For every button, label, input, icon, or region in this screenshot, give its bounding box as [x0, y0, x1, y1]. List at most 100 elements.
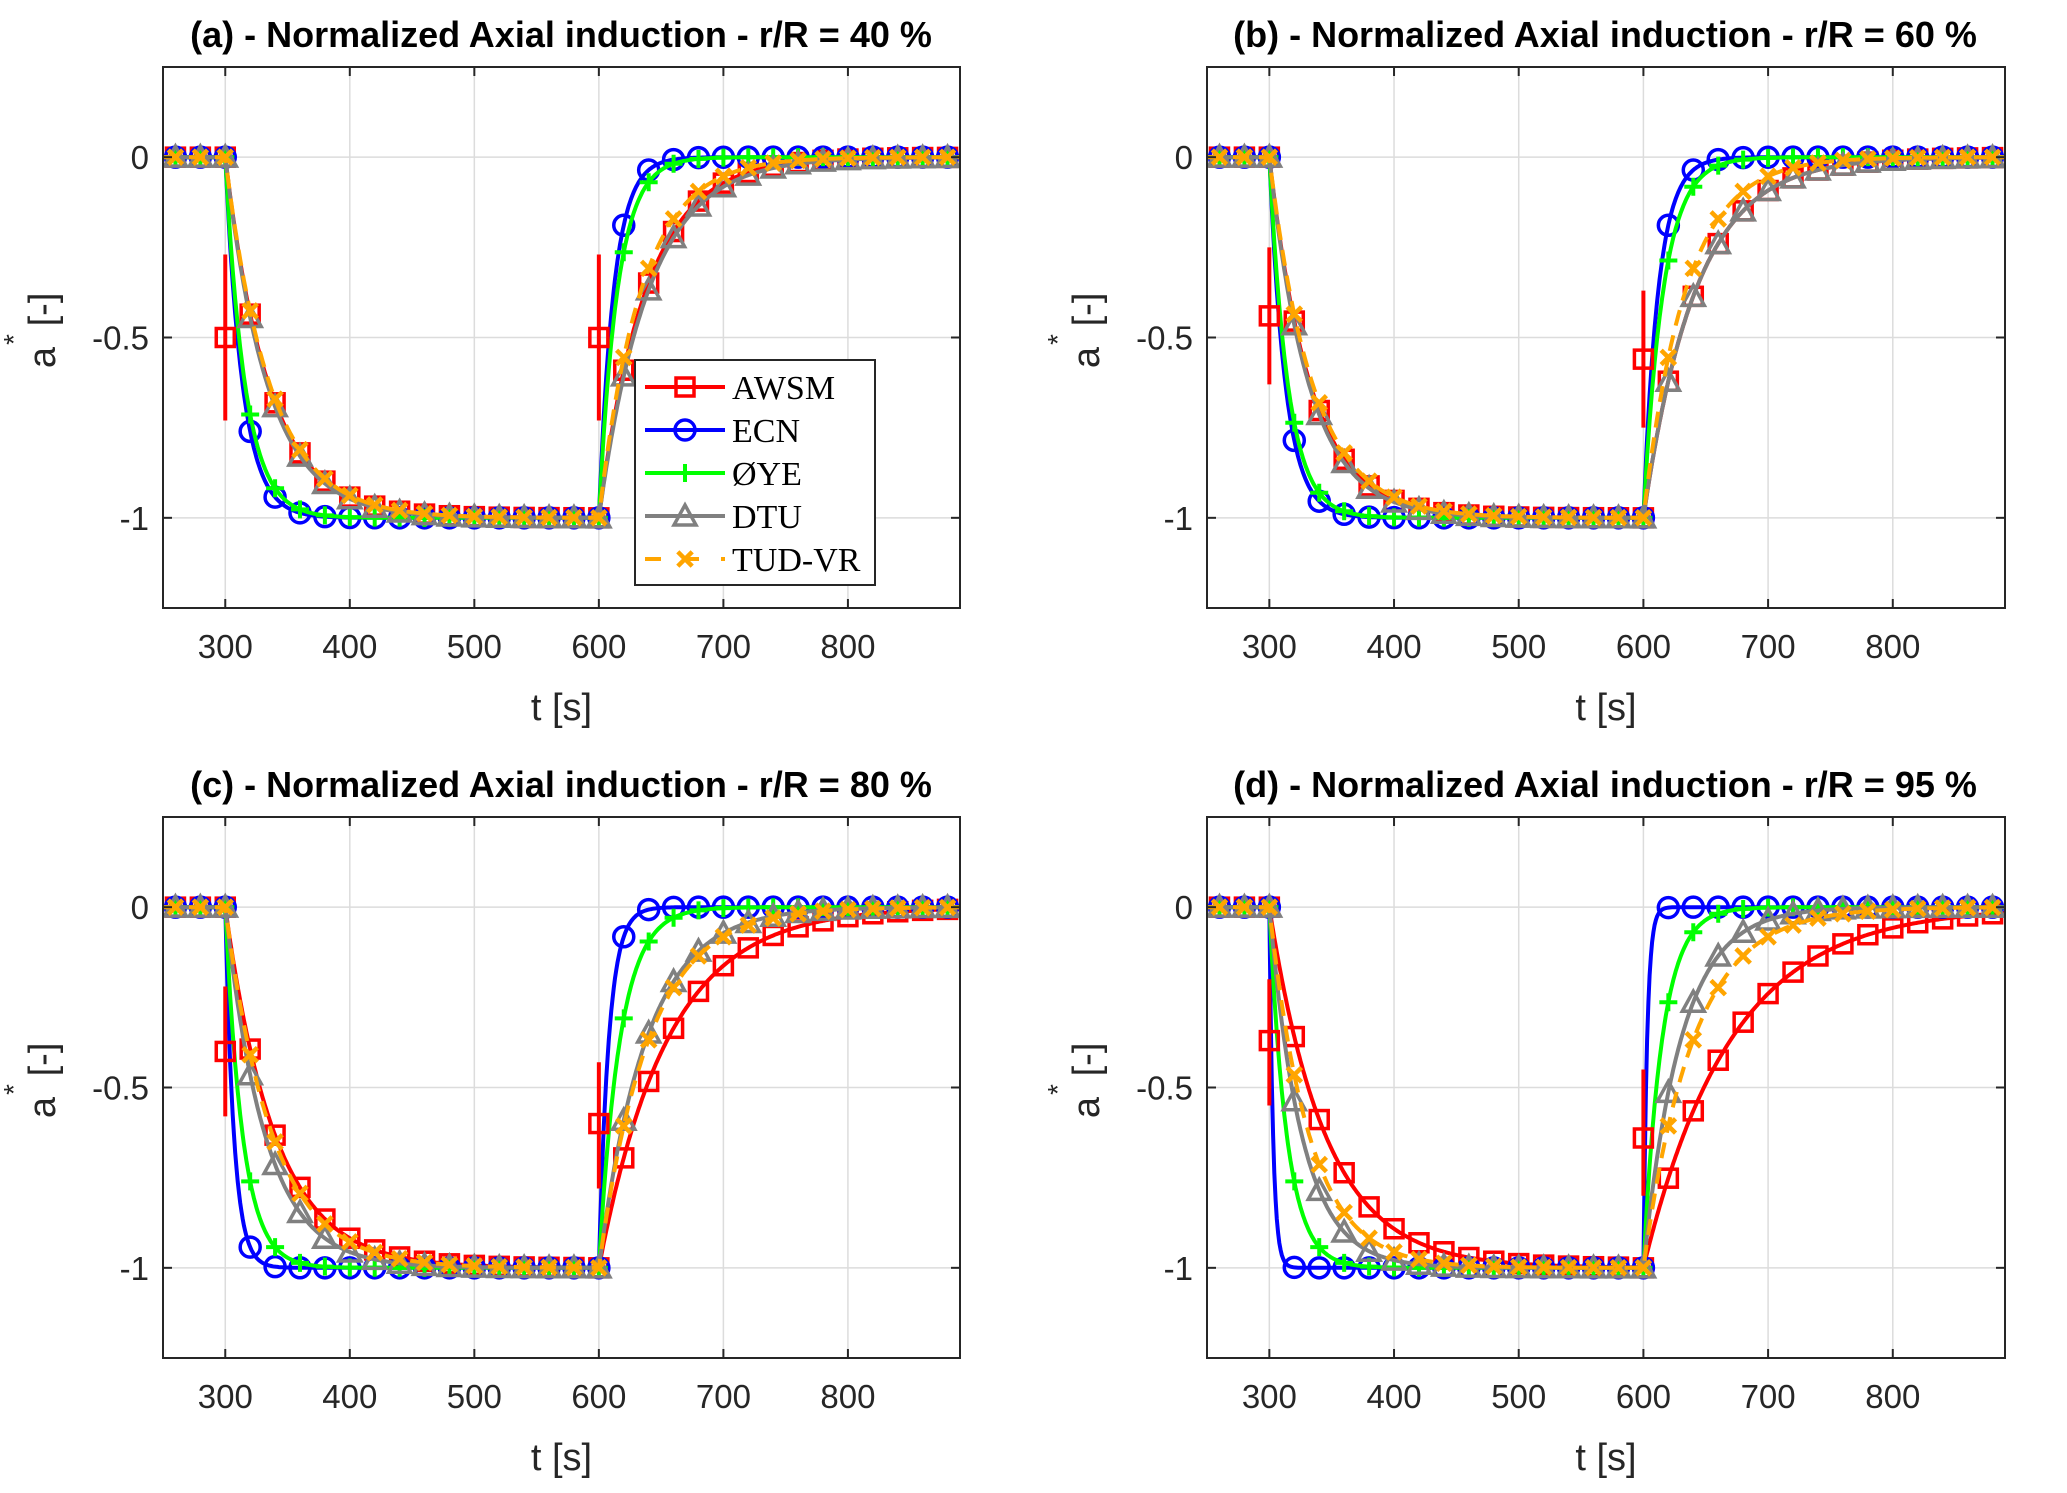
data-point [266, 1238, 285, 1257]
data-point [814, 150, 832, 168]
data-point [1460, 505, 1478, 523]
y-label-superscript: * [1042, 334, 1073, 345]
data-point [1908, 148, 1927, 167]
data-point [639, 932, 658, 951]
data-point [714, 927, 733, 946]
data-point [1883, 149, 1902, 167]
data-point [1983, 898, 2002, 917]
data-point [1729, 196, 1758, 222]
y-tick-label: -1 [120, 500, 149, 537]
data-point [1305, 1175, 1334, 1202]
data-point [888, 899, 907, 917]
data-point [341, 486, 359, 505]
data-point [1659, 993, 1678, 1012]
data-point [590, 1259, 608, 1277]
data-point [266, 390, 284, 408]
data-point [1310, 483, 1329, 502]
data-point [1853, 147, 1882, 173]
data-point [241, 1172, 260, 1191]
y-label-main: a [1066, 1096, 1108, 1118]
data-point [1759, 927, 1777, 946]
data-point [1584, 1258, 1603, 1277]
data-point [1632, 1127, 1655, 1149]
data-point [789, 904, 807, 923]
data-point [310, 1223, 339, 1249]
data-point [1958, 898, 1977, 917]
data-point [1383, 1217, 1405, 1240]
data-point [1509, 507, 1528, 526]
data-point [1632, 348, 1655, 370]
data-point [689, 901, 708, 920]
x-tick-label: 800 [820, 1378, 875, 1415]
data-point [1584, 508, 1603, 527]
data-point [263, 1254, 287, 1279]
data-point [238, 1235, 262, 1259]
y-axis-label: a* [-] [1042, 293, 1108, 368]
x-tick-label: 300 [1242, 1378, 1297, 1415]
data-point [214, 1040, 237, 1063]
data-point [1834, 151, 1852, 170]
data-point [1983, 148, 2002, 167]
data-point [689, 182, 708, 201]
data-point [1308, 1108, 1330, 1131]
y-label-superscript: * [0, 1084, 29, 1095]
legend-marker [673, 418, 697, 442]
x-tick-label: 400 [1367, 628, 1422, 665]
series-group [163, 142, 960, 530]
series-group [1207, 142, 2005, 530]
data-point [1732, 1011, 1754, 1033]
data-point [1704, 941, 1733, 967]
data-point [191, 148, 210, 166]
data-point [465, 507, 484, 526]
x-axis-label: t [s] [1575, 687, 1636, 729]
data-point [236, 1060, 265, 1086]
data-point [1654, 1077, 1683, 1104]
y-label-superscript: * [0, 334, 29, 345]
x-tick-label: 700 [1741, 628, 1796, 665]
data-point [1684, 1031, 1703, 1049]
data-point [737, 937, 760, 959]
data-point [1235, 898, 1254, 916]
y-tick-label: -0.5 [1136, 1070, 1193, 1107]
data-point [739, 158, 758, 177]
data-point [1734, 150, 1753, 169]
legend-marker [676, 550, 694, 568]
y-tick-label: 0 [131, 139, 149, 176]
x-tick-label: 400 [1367, 1378, 1422, 1415]
x-axis-label: t [s] [531, 687, 592, 729]
data-point [662, 1017, 685, 1040]
y-tick-label: -0.5 [92, 320, 149, 357]
data-point [1285, 413, 1304, 432]
subplot-d: (d) - Normalized Axial induction - r/R =… [1042, 764, 2006, 1479]
x-tick-label: 400 [322, 628, 377, 665]
data-point [1335, 1203, 1353, 1222]
data-point [1681, 895, 1706, 919]
x-tick-label: 500 [447, 628, 502, 665]
data-point [1385, 1243, 1403, 1261]
data-point [1709, 904, 1728, 923]
data-point [639, 173, 658, 192]
data-point [166, 898, 185, 916]
legend-label: TUD-VR [732, 542, 861, 579]
data-point [216, 898, 235, 916]
data-point [689, 149, 708, 168]
x-tick-label: 500 [447, 1378, 502, 1415]
x-tick-label: 700 [696, 628, 751, 665]
data-point [1330, 1217, 1359, 1243]
data-point [1360, 472, 1378, 490]
data-point [291, 440, 309, 459]
data-point [1734, 899, 1753, 918]
y-label-unit: [-] [1066, 1043, 1108, 1077]
subplot-title: (b) - Normalized Axial induction - r/R =… [1233, 14, 1977, 55]
data-point [1958, 148, 1977, 167]
data-point [864, 148, 882, 167]
data-point [1634, 509, 1653, 527]
legend-marker [674, 376, 696, 398]
series-tud-vr [1207, 898, 2005, 1277]
data-point [1754, 175, 1783, 202]
data-point [664, 154, 683, 173]
y-tick-label: -1 [1164, 500, 1193, 537]
data-point [659, 223, 688, 249]
data-point [316, 469, 334, 488]
data-point [687, 980, 710, 1003]
